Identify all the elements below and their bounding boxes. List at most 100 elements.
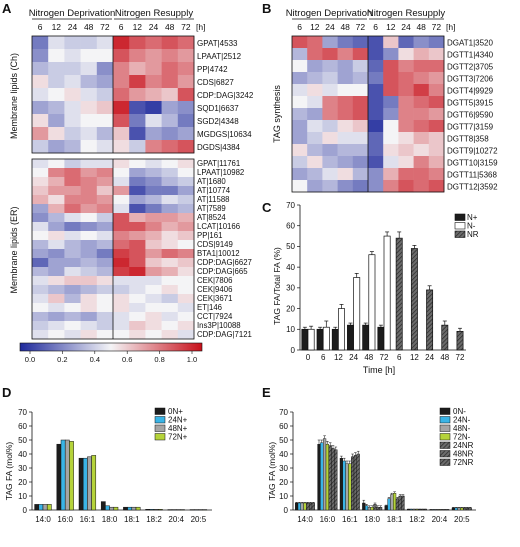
x-tick-label: 12 [334,353,343,362]
y-tick-label: 20 [18,478,27,487]
legend-swatch [454,230,466,238]
heatmap-cell [161,303,179,313]
heatmap-cell [337,108,354,121]
heatmap-cell [161,177,179,187]
heatmap-cell [96,177,114,187]
panel-e-plot-area: 0 10 20 30 40 50 60 70 14:0 16:0 16:1 18:0 18:1 18:2 2… [279,407,476,524]
heatmap-cell [48,75,65,89]
y-tick-label: 70 [279,408,288,417]
heatmap-cell [129,101,146,115]
heatmap-cell [80,186,98,196]
heatmap-cell [292,108,308,121]
heatmap-cell [352,72,369,85]
bar-24N+ [82,457,88,511]
heatmap-cell [177,258,195,268]
heatmap-cell [337,60,354,73]
heatmap-cell [368,144,384,157]
heatmap-cell [80,213,98,223]
x-tick-label: 16:1 [80,515,96,524]
heatmap-cell [64,231,81,241]
bar-24N- [365,505,369,511]
heatmap-cell [64,177,81,187]
heatmap-cell [352,60,369,73]
heatmap-cell [145,249,162,259]
heatmap-cell [307,36,323,49]
bar-0N+ [145,509,151,511]
heatmap-cell [96,267,114,277]
heatmap-cell [64,285,81,295]
heatmap-cell [64,294,81,304]
heatmap-row-label: SGD2|4348 [197,117,239,126]
time-label: 12 [310,22,320,32]
heatmap-cell [64,276,81,286]
heatmap-cell [322,36,338,49]
heatmap-cell [113,222,130,232]
bar-48N+ [153,509,159,511]
heatmap-cell [96,285,114,295]
heatmap-cell [413,180,430,193]
heatmap-cell [337,120,354,133]
heatmap-cell [352,84,369,97]
heatmap-cell [292,48,308,61]
heatmap-cell [337,48,354,61]
heatmap-cell [32,222,49,232]
bar-NR [395,237,403,351]
bar-72NR [401,495,405,511]
heatmap-cell [307,180,323,193]
x-tick-label: 18:0 [102,515,118,524]
heatmap-cell [129,258,146,268]
bar-0N+ [167,509,173,511]
bar-24NR [373,504,377,511]
legend-label: 72NR [453,458,474,467]
panel-b-row-labels: DGAT1|3520 DGTT1|4340 DGTT2|3705 DGTT3|7206… [447,38,498,191]
heatmap-cell [129,231,146,241]
heatmap-cell [113,114,130,128]
heatmap-cell [292,168,308,181]
heatmap-cell [177,204,195,214]
panel-c-chart: C TAG FA/Total FA (%) Time [h] 0 10 20 30 40… [262,200,479,375]
legend-swatch [439,433,451,441]
heatmap-cell [161,62,179,76]
heatmap-cell [129,159,146,169]
heatmap-cell [383,144,399,157]
bar-24N+ [171,509,177,511]
heatmap-cell [428,144,445,157]
heatmap-cell [48,177,65,187]
heatmap-cell [322,108,338,121]
heatmap-cell [129,114,146,128]
bar-N- [307,328,315,351]
heatmap-cell [161,101,179,115]
x-tick-label: 72 [456,353,465,362]
heatmap-cell [161,36,179,50]
heatmap-cell [322,72,338,85]
heatmap-row-label: PP|161 [197,231,222,240]
heatmap-row-label: ET|146 [197,303,222,312]
heatmap-cell [145,303,162,313]
heatmap-cell [383,96,399,109]
heatmap-row-label: CDS|6827 [197,78,234,87]
heatmap-row-label: BTA1|10012 [197,249,240,258]
time-label: 12 [52,22,62,32]
time-label: 48 [416,22,426,32]
bar-0N+ [34,504,40,511]
heatmap-cell [32,321,49,331]
time-label: 24 [149,22,159,32]
heatmap-cell [96,213,114,223]
heatmap-cell [383,132,399,145]
heatmap-cell [129,240,146,250]
heatmap-cell [96,276,114,286]
heatmap-cell [413,48,430,61]
heatmap-cell [177,231,195,241]
y-tick-label: 20 [286,304,295,313]
legend-label: 72N- [453,433,471,442]
bar-0N+ [189,509,195,511]
panel-d-chart: D TAG FA (mol%) 0 10 20 30 40 50 60 70 14:0 16:0 1… [2,385,212,524]
heatmap-cell [64,62,81,76]
bar-24NR [395,498,399,511]
heatmap-cell [113,159,130,169]
bar-48N+ [131,506,137,511]
heatmap-cell [413,132,430,145]
heatmap-cell [161,213,179,223]
heatmap-cell [64,140,81,154]
bar-0N+ [123,506,128,511]
